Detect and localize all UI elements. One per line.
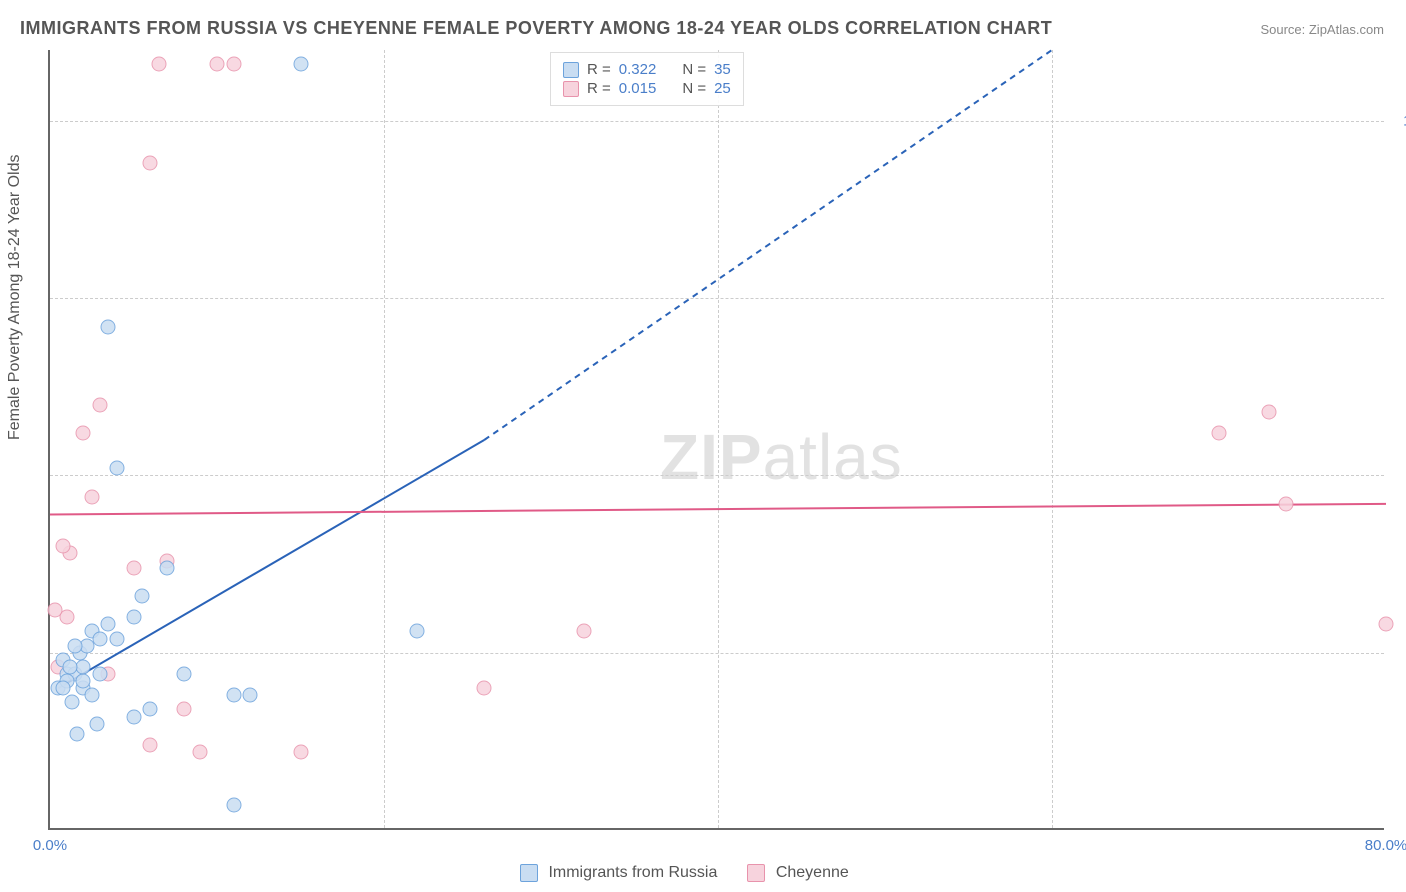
xtick-label: 0.0% <box>33 837 67 854</box>
gridline-x <box>1052 50 1053 828</box>
data-point-blue <box>226 688 241 703</box>
data-point-pink <box>1379 617 1394 632</box>
watermark-bold: ZIP <box>660 421 763 493</box>
plot-area: ZIPatlas 25.0%50.0%75.0%100.0%0.0%80.0% … <box>48 50 1384 830</box>
gridline-y <box>50 653 1384 654</box>
data-point-blue <box>93 667 108 682</box>
data-point-blue <box>68 638 83 653</box>
data-point-pink <box>226 57 241 72</box>
watermark: ZIPatlas <box>660 420 903 494</box>
data-point-blue <box>56 681 71 696</box>
legend-stat-row-pink: R = 0.015 N = 25 <box>563 80 731 97</box>
data-point-pink <box>1278 496 1293 511</box>
gridline-y <box>50 475 1384 476</box>
legend-correlation: R = 0.322 N = 35 R = 0.015 N = 25 <box>550 52 744 106</box>
data-point-blue <box>143 702 158 717</box>
data-point-blue <box>63 659 78 674</box>
data-point-blue <box>101 617 116 632</box>
data-point-pink <box>151 57 166 72</box>
legend-stat-row-blue: R = 0.322 N = 35 <box>563 61 731 78</box>
data-point-blue <box>84 688 99 703</box>
r-label: R = <box>587 61 611 78</box>
n-value: 25 <box>714 80 731 97</box>
data-point-pink <box>193 745 208 760</box>
n-value: 35 <box>714 61 731 78</box>
data-point-pink <box>126 560 141 575</box>
ytick-label: 75.0% <box>1389 290 1406 307</box>
source-label: Source: ZipAtlas.com <box>1260 22 1384 37</box>
gridline-x <box>718 50 719 828</box>
legend-label-pink: Cheyenne <box>776 864 849 881</box>
legend-item-blue: Immigrants from Russia <box>520 864 717 882</box>
data-point-pink <box>210 57 225 72</box>
data-point-pink <box>293 745 308 760</box>
legend-swatch <box>563 62 579 78</box>
legend-label-blue: Immigrants from Russia <box>548 864 717 881</box>
data-point-blue <box>176 667 191 682</box>
legend-swatch-blue <box>520 864 538 882</box>
ytick-label: 50.0% <box>1389 467 1406 484</box>
data-point-blue <box>410 624 425 639</box>
ytick-label: 25.0% <box>1389 644 1406 661</box>
legend-series: Immigrants from Russia Cheyenne <box>520 864 849 882</box>
data-point-blue <box>126 610 141 625</box>
data-point-pink <box>577 624 592 639</box>
data-point-blue <box>243 688 258 703</box>
watermark-light: atlas <box>763 421 903 493</box>
data-point-pink <box>176 702 191 717</box>
legend-swatch <box>563 81 579 97</box>
legend-item-pink: Cheyenne <box>747 864 848 882</box>
data-point-pink <box>477 681 492 696</box>
n-label: N = <box>682 61 706 78</box>
gridline-y <box>50 298 1384 299</box>
gridline-y <box>50 121 1384 122</box>
data-point-blue <box>109 461 124 476</box>
data-point-blue <box>126 709 141 724</box>
y-axis-label: Female Poverty Among 18-24 Year Olds <box>6 155 24 441</box>
data-point-blue <box>64 695 79 710</box>
data-point-blue <box>76 659 91 674</box>
data-point-pink <box>93 397 108 412</box>
data-point-pink <box>84 489 99 504</box>
data-point-blue <box>93 631 108 646</box>
data-point-blue <box>159 560 174 575</box>
trend-lines <box>50 50 1384 828</box>
data-point-pink <box>48 603 63 618</box>
data-point-blue <box>109 631 124 646</box>
data-point-blue <box>293 57 308 72</box>
xtick-label: 80.0% <box>1365 837 1406 854</box>
r-value: 0.015 <box>619 80 657 97</box>
r-label: R = <box>587 80 611 97</box>
data-point-pink <box>143 737 158 752</box>
ytick-label: 100.0% <box>1389 112 1406 129</box>
data-point-pink <box>56 539 71 554</box>
data-point-blue <box>226 798 241 813</box>
r-value: 0.322 <box>619 61 657 78</box>
legend-swatch-pink <box>747 864 765 882</box>
data-point-pink <box>76 425 91 440</box>
data-point-pink <box>1212 425 1227 440</box>
data-point-blue <box>76 674 91 689</box>
chart-title: IMMIGRANTS FROM RUSSIA VS CHEYENNE FEMAL… <box>20 18 1052 39</box>
data-point-blue <box>101 319 116 334</box>
gridline-x <box>384 50 385 828</box>
data-point-blue <box>69 727 84 742</box>
data-point-pink <box>1262 404 1277 419</box>
data-point-blue <box>89 716 104 731</box>
n-label: N = <box>682 80 706 97</box>
data-point-pink <box>143 156 158 171</box>
data-point-blue <box>134 589 149 604</box>
